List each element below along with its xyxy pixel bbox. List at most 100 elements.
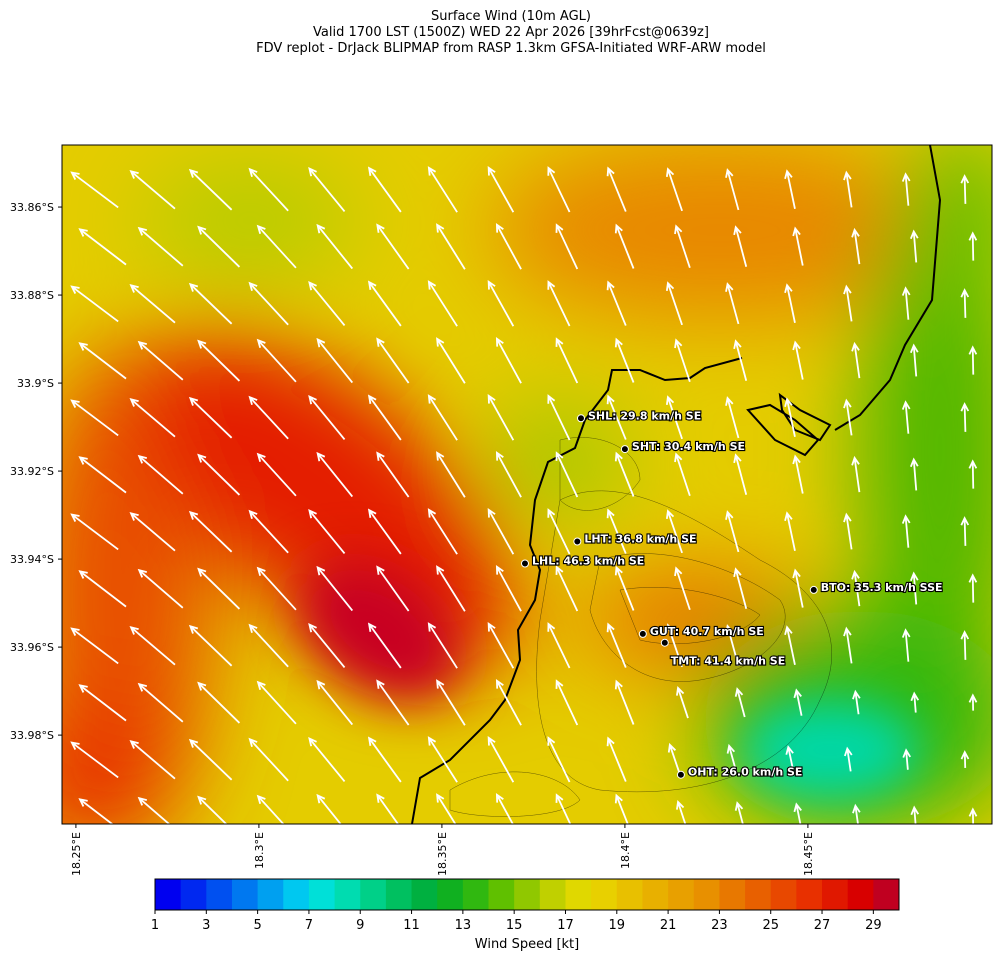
wind-arrow	[78, 798, 114, 824]
wind-arrow	[248, 395, 289, 440]
wind-arrow	[910, 805, 920, 824]
colorbar-swatch	[719, 879, 746, 910]
wind-arrow	[614, 679, 635, 725]
station-marker	[638, 629, 647, 638]
wind-arrow	[665, 509, 683, 554]
wind-arrow	[427, 736, 458, 783]
colorbar-swatch	[642, 879, 669, 910]
wind-arrow	[70, 171, 119, 209]
wind-arrow	[901, 400, 911, 434]
wind-arrow	[495, 223, 522, 270]
x-tick-label: 18.4°E	[619, 832, 632, 869]
colorbar-tick-label: 7	[305, 918, 313, 933]
wind-arrow	[316, 679, 354, 726]
map-frame	[61, 144, 993, 825]
wind-arrow	[308, 737, 346, 782]
station-marker	[576, 414, 585, 423]
wind-arrow	[555, 337, 579, 384]
station-label: LHT: 36.8 km/h SE	[584, 532, 696, 545]
colorbar-swatch	[283, 879, 310, 910]
wind-arrow	[606, 166, 627, 212]
wind-arrow	[436, 793, 457, 824]
y-tick-label: 33.88°S	[10, 289, 54, 302]
wind-arrow	[851, 569, 861, 607]
x-tick-label: 18.25°E	[70, 832, 83, 876]
wind-arrow	[256, 566, 297, 611]
colorbar-label: Wind Speed [kt]	[475, 937, 579, 952]
colorbar-swatch	[770, 879, 797, 910]
wind-arrow	[733, 225, 748, 268]
wind-arrow	[555, 793, 572, 824]
wind-arrow	[909, 457, 919, 491]
wind-arrow	[726, 743, 738, 775]
wind-arrow	[436, 565, 466, 612]
colorbar-tick-label: 21	[660, 918, 677, 933]
wind-arrow	[70, 513, 119, 551]
wind-arrow	[674, 452, 691, 497]
colorbar-swatch	[873, 879, 900, 910]
wind-arrow	[555, 565, 579, 612]
wind-arrow	[968, 693, 978, 711]
wind-arrow	[427, 280, 458, 327]
wind-arrow	[960, 174, 970, 204]
wind-arrow	[614, 337, 635, 383]
wind-arrow	[725, 282, 740, 325]
colorbar-swatch	[437, 879, 464, 910]
wind-arrow	[129, 170, 176, 210]
wind-arrow	[495, 451, 522, 498]
colorbar-swatch	[334, 879, 361, 910]
wind-arrow	[547, 280, 571, 327]
wind-arrow	[606, 736, 627, 782]
wind-arrow	[733, 339, 748, 382]
wind-arrow	[851, 227, 861, 265]
wind-arrow	[960, 630, 970, 660]
wind-arrow	[606, 622, 627, 668]
station-label: OHT: 26.0 km/h SE	[688, 766, 803, 779]
colorbar-swatch	[847, 879, 874, 910]
wind-arrow	[665, 281, 683, 326]
y-tick-label: 33.9°S	[17, 377, 54, 390]
colorbar-tick-label: 9	[356, 918, 364, 933]
wind-arrow	[614, 793, 629, 824]
wind-arrow	[784, 283, 796, 323]
wind-arrow	[725, 510, 740, 553]
wind-arrow	[851, 455, 861, 493]
wind-arrow	[725, 624, 740, 667]
wind-arrow	[614, 565, 635, 611]
wind-arrow	[852, 803, 861, 824]
wind-arrow	[188, 396, 233, 439]
wind-arrow	[316, 793, 342, 824]
wind-arrow	[248, 623, 289, 668]
wind-arrow	[844, 746, 853, 772]
wind-arrow	[78, 228, 127, 266]
wind-arrow	[734, 687, 746, 718]
station-marker	[520, 559, 529, 568]
colorbar-tick-label: 29	[865, 918, 882, 933]
wind-arrow	[785, 745, 795, 774]
wind-arrow	[197, 225, 241, 268]
wind-arrow	[487, 622, 515, 669]
colorbar-swatch	[257, 879, 284, 910]
wind-arrow	[367, 394, 402, 441]
wind-arrow	[960, 750, 970, 768]
wind-arrow	[308, 281, 346, 326]
wind-field	[62, 145, 992, 824]
wind-arrow	[968, 573, 978, 603]
wind-arrow	[495, 565, 522, 612]
wind-arrow	[614, 451, 635, 497]
wind-arrow	[197, 567, 241, 610]
wind-arrow	[188, 510, 233, 553]
wind-arrow	[676, 800, 687, 824]
x-tick-label: 18.45°E	[802, 832, 815, 876]
wind-arrow	[256, 452, 297, 497]
wind-arrow	[547, 394, 571, 441]
colorbar-swatch	[539, 879, 566, 910]
wind-arrow	[547, 508, 571, 555]
wind-arrow	[784, 397, 796, 437]
wind-arrow	[792, 568, 804, 608]
wind-arrow	[909, 343, 919, 377]
title-line: Surface Wind (10m AGL)	[431, 9, 591, 24]
